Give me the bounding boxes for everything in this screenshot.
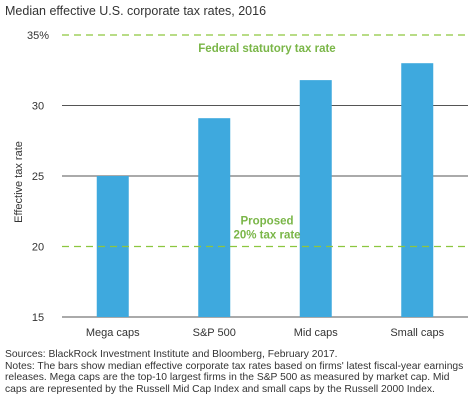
bar xyxy=(198,118,231,317)
notes-text: Notes: The bars show median effective co… xyxy=(5,360,464,395)
chart-title: Median effective U.S. corporate tax rate… xyxy=(5,4,267,18)
y-tick-label: 15 xyxy=(32,312,44,324)
x-tick-label: S&P 500 xyxy=(193,327,236,339)
y-axis-ticks: 15 20 25 30 35% xyxy=(27,30,49,324)
gridlines xyxy=(62,105,468,318)
x-tick-label: Mid caps xyxy=(294,327,339,339)
y-tick-label: 30 xyxy=(32,101,44,113)
bars xyxy=(96,63,434,318)
x-tick-label: Mega caps xyxy=(86,327,140,339)
y-tick-label: 25 xyxy=(32,171,44,183)
reference-lines: Federal statutory tax rate Proposed 20% ta… xyxy=(62,34,468,248)
y-tick-label: 20 xyxy=(32,242,44,254)
x-tick-label: Small caps xyxy=(390,327,444,339)
x-axis-labels: Mega caps S&P 500 Mid caps Small caps xyxy=(86,327,445,339)
reference-line-label: Proposed xyxy=(240,216,293,228)
bar-chart: Federal statutory tax rate Proposed 20% ta… xyxy=(13,30,468,339)
reference-line-label: Federal statutory tax rate xyxy=(198,43,335,55)
y-tick-label: 35% xyxy=(27,30,49,42)
reference-line-label: 20% tax rate xyxy=(233,230,300,242)
bar xyxy=(401,63,434,318)
sources-text: Sources: BlackRock Investment Institute … xyxy=(5,349,338,360)
bar xyxy=(299,80,332,318)
y-axis-title: Effective tax rate xyxy=(13,141,25,223)
chart-notes: Sources: BlackRock Investment Institute … xyxy=(5,349,471,395)
